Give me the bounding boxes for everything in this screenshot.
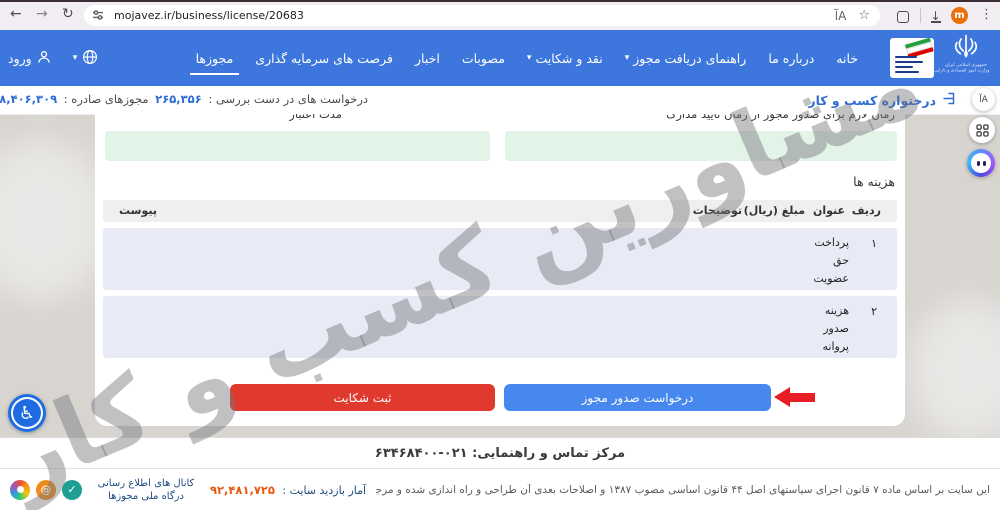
downloads-icon[interactable]: ↓ <box>930 9 941 23</box>
accessibility-button[interactable]: ♿ <box>8 394 46 432</box>
site-info-icon[interactable] <box>92 6 104 25</box>
caret-down-icon: ▾ <box>72 53 78 63</box>
business-tree-link[interactable]: درختواره کسب و کار <box>808 91 956 109</box>
visits-value: ۹۲,۴۸۱,۷۲۵ <box>210 482 275 497</box>
main-navbar: جمهوری اسلامی ایران وزارت امور اقتصادی و… <box>0 30 1000 86</box>
tab-search-icon[interactable] <box>897 11 909 23</box>
validity-label: مدت اعتبار <box>289 114 342 121</box>
nav-item-complaints[interactable]: نقد و شکایت ▾ <box>526 50 603 66</box>
browser-menu-icon[interactable]: ⋮ <box>980 7 993 22</box>
nav-item-licenses[interactable]: مجوزها <box>189 50 239 75</box>
channels-label: کانال های اطلاع رسانی درگاه ملی مجوزها <box>97 477 195 502</box>
legal-text: این سایت بر اساس ماده ۷ قانون اجرای سیاس… <box>376 483 990 496</box>
site-logos: جمهوری اسلامی ایران وزارت امور اقتصادی و… <box>890 34 992 82</box>
validity-field[interactable] <box>105 131 490 161</box>
browser-toolbar: ← → ↻ mojavez.ir/business/license/20683 … <box>0 2 1000 30</box>
row-number: ۱ <box>871 237 877 250</box>
chatbot-widget[interactable] <box>967 149 995 177</box>
costs-table-header: ردیف عنوان مبلغ (ریال) توضیحات پیوست <box>103 200 897 222</box>
col-row-number: ردیف <box>851 204 881 217</box>
request-license-button[interactable]: درخواست صدور مجوز <box>504 384 771 411</box>
background-blob <box>910 300 1000 440</box>
row-number: ۲ <box>871 305 877 318</box>
annotation-arrow-icon <box>774 387 815 407</box>
login-button[interactable]: ورود <box>8 50 51 67</box>
profile-avatar[interactable]: m <box>951 7 968 24</box>
nav-item-home[interactable]: خانه <box>836 50 858 66</box>
issuance-time-field[interactable] <box>505 131 897 161</box>
table-row: ۱ پرداخت حق عضویت <box>103 228 897 290</box>
eitaa-icon[interactable]: @ <box>36 479 56 500</box>
costs-section-title: هزینه ها <box>853 174 895 189</box>
colorful-wheel-icon[interactable] <box>10 479 30 500</box>
nav-item-license-guide[interactable]: راهنمای دریافت مجوز ▾ <box>624 50 747 66</box>
nav-item-news[interactable]: اخبار <box>415 50 440 66</box>
col-description: توضیحات <box>692 204 742 217</box>
bookmark-star-icon[interactable]: ☆ <box>858 8 870 23</box>
translate-widget[interactable]: آA <box>972 88 995 111</box>
license-detail-card: زمان لازم برای صدور مجوز از زمان تایید م… <box>95 114 905 426</box>
language-selector[interactable]: ▾ <box>73 49 99 68</box>
license-stats: درخواست های در دست بررسی : ۲۶۵,۳۵۶ مجوزه… <box>0 92 368 106</box>
gov-caption: جمهوری اسلامی ایران وزارت امور اقتصادی و… <box>934 62 990 74</box>
visits-label: آمار بازدید سایت : <box>282 483 367 497</box>
contact-center-text: مرکز تماس و راهنمایی: ۰۲۱-۶۳۴۶۸۴۰۰ <box>374 446 626 461</box>
pending-label: درخواست های در دست بررسی : <box>208 92 368 106</box>
person-icon <box>37 50 51 67</box>
globe-icon <box>82 49 98 68</box>
social-links: @ ✓ <box>10 479 82 500</box>
col-amount: مبلغ (ریال) <box>743 204 805 217</box>
col-title: عنوان <box>812 204 845 217</box>
table-row: ۲ هزینه صدور پروانه <box>103 296 897 358</box>
iran-flag-icon <box>904 38 934 59</box>
messenger-check-icon[interactable]: ✓ <box>62 479 82 500</box>
wheelchair-icon: ♿ <box>18 402 36 424</box>
nav-item-about[interactable]: درباره ما <box>768 50 815 66</box>
back-icon[interactable]: ← <box>10 6 22 22</box>
col-attachment: پیوست <box>119 204 157 217</box>
ministry-logo <box>890 38 934 78</box>
reload-icon[interactable]: ↻ <box>62 6 74 22</box>
cost-title: پرداخت حق عضویت <box>813 236 849 286</box>
nav-item-resolutions[interactable]: مصوبات <box>461 50 505 66</box>
site-visits: آمار بازدید سایت : ۹۲,۴۸۱,۷۲۵ <box>210 483 366 497</box>
submit-complaint-button[interactable]: ثبت شکایت <box>230 384 495 411</box>
bottom-info-bar: این سایت بر اساس ماده ۷ قانون اجرای سیاس… <box>0 468 1000 510</box>
cost-title: هزینه صدور پروانه <box>822 304 849 354</box>
forward-icon[interactable]: → <box>36 6 48 22</box>
pending-value: ۲۶۵,۳۵۶ <box>155 92 202 106</box>
issuance-time-label: زمان لازم برای صدور مجوز از زمان تایید م… <box>666 114 895 121</box>
business-tree-label: درختواره کسب و کار <box>808 92 936 108</box>
caret-down-icon: ▾ <box>624 53 630 63</box>
translate-icon[interactable]: آA <box>834 8 847 23</box>
contact-footer: مرکز تماس و راهنمایی: ۰۲۱-۶۳۴۶۸۴۰۰ <box>0 437 1000 469</box>
window-top-edge <box>0 0 1000 2</box>
nav-item-investment[interactable]: فرصت های سرمایه گذاری <box>255 50 394 66</box>
login-label: ورود <box>8 50 32 66</box>
apps-grid-widget[interactable] <box>969 117 995 143</box>
tree-diagram-icon <box>941 91 956 109</box>
toolbar-divider <box>920 8 921 23</box>
url-text[interactable]: mojavez.ir/business/license/20683 <box>114 9 304 22</box>
caret-down-icon: ▾ <box>526 53 532 63</box>
issued-value: ۸,۴۰۶,۳۰۹ <box>0 92 58 106</box>
iran-emblem-logo: جمهوری اسلامی ایران وزارت امور اقتصادی و… <box>934 34 992 82</box>
address-bar[interactable]: mojavez.ir/business/license/20683 آA ☆ <box>84 5 880 26</box>
robot-face-icon <box>971 153 991 173</box>
stats-bar: درختواره کسب و کار درخواست های در دست بر… <box>0 86 1000 115</box>
issued-label: مجوزهای صادره : <box>63 92 149 106</box>
background-blob <box>0 140 110 300</box>
